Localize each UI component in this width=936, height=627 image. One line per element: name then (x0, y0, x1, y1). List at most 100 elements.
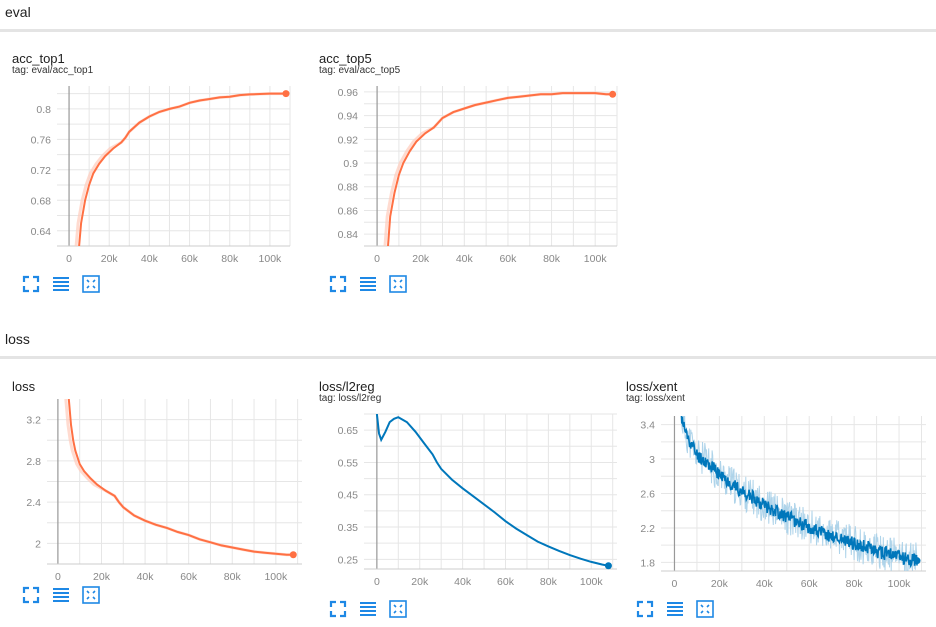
x-tick-label: 0 (374, 253, 380, 265)
line-chart[interactable]: 0 20k 40k 60k 80k 100k 2 2.4 2.8 3.2 (12, 379, 312, 589)
x-tick-label: 100k (259, 253, 283, 265)
line-chart[interactable]: 0 20k 40k 60k 80k 100k 1.8 2.2 2.6 3 3.4 (626, 379, 926, 604)
y-tick-label: 2.2 (640, 523, 655, 535)
x-tick-label: 20k (93, 571, 111, 583)
x-tick-label: 0 (672, 578, 678, 590)
fullscreen-icon[interactable] (329, 275, 347, 293)
list-icon[interactable] (52, 275, 70, 293)
list-icon[interactable] (359, 600, 377, 618)
y-tick-label: 0.25 (338, 554, 359, 566)
x-tick-label: 20k (711, 578, 729, 590)
smoothed-series-line (375, 414, 609, 567)
fit-domain-icon[interactable] (82, 275, 100, 293)
chart-toolbar (329, 275, 407, 293)
series-group (375, 414, 609, 567)
fullscreen-icon[interactable] (22, 586, 40, 604)
chart-card-loss-l2reg: loss/l2reg tag: loss/l2reg 0 20k 40k 60k 80k… (319, 379, 619, 624)
x-tick-label: 60k (499, 253, 517, 265)
fullscreen-icon[interactable] (636, 600, 654, 618)
chart-toolbar (22, 586, 100, 604)
x-tick-label: 0 (55, 571, 61, 583)
chart-toolbar (22, 275, 100, 293)
x-tick-label: 100k (580, 576, 604, 588)
fullscreen-icon[interactable] (329, 600, 347, 618)
x-tick-label: 20k (411, 576, 429, 588)
smoothed-series-line (78, 92, 286, 246)
last-point-marker (289, 551, 297, 559)
series-group (74, 92, 286, 246)
y-tick-label: 0.96 (338, 87, 359, 99)
line-chart[interactable]: 0 20k 40k 60k 80k 100k 0.64 0.68 0.72 0.76 0.8 (12, 51, 312, 276)
smoothed-series-line (67, 399, 294, 556)
y-tick-label: 3.4 (640, 420, 655, 432)
y-tick-label: 2.4 (26, 497, 41, 509)
chart-card-acc-top5: acc_top5 tag: eval/acc_top5 0 20k 40k 60k 80… (319, 51, 619, 301)
x-tick-label: 80k (221, 253, 239, 265)
smoothed-series-line (387, 92, 613, 246)
x-tick-label: 60k (181, 253, 199, 265)
x-tick-label: 60k (497, 576, 515, 588)
y-tick-label: 0.92 (338, 134, 359, 146)
last-point-marker (282, 90, 290, 98)
x-tick-label: 40k (756, 578, 774, 590)
chart-tag: tag: eval/acc_top1 (12, 65, 94, 76)
x-tick-label: 40k (454, 576, 472, 588)
x-tick-label: 100k (888, 578, 912, 590)
x-tick-label: 0 (66, 253, 72, 265)
chart-toolbar (329, 600, 407, 618)
y-tick-label: 0.45 (338, 490, 359, 502)
x-tick-label: 80k (846, 578, 864, 590)
y-tick-label: 0.86 (338, 205, 359, 217)
raw-series-line (680, 416, 918, 571)
chart-title: loss/l2reg (319, 379, 375, 394)
section-title: eval (5, 4, 31, 20)
x-tick-label: 40k (141, 253, 159, 265)
section-header-eval[interactable]: eval (0, 0, 936, 32)
chart-tag: tag: loss/l2reg (319, 393, 382, 404)
x-tick-label: 60k (180, 571, 198, 583)
series-group (680, 416, 918, 571)
series-group (383, 91, 613, 246)
last-point-marker (913, 557, 921, 565)
fit-domain-icon[interactable] (389, 275, 407, 293)
x-tick-label: 40k (456, 253, 474, 265)
line-chart[interactable]: 0 20k 40k 60k 80k 100k 0.25 0.35 0.45 0.55 0.65 (319, 379, 619, 604)
y-tick-label: 0.76 (31, 134, 52, 146)
chart-title: acc_top5 (319, 51, 372, 66)
chart-card-acc-top1: acc_top1 tag: eval/acc_top1 0 20k 40k 60k 80… (12, 51, 312, 301)
x-tick-label: 80k (224, 571, 242, 583)
chart-tag: tag: loss/xent (626, 393, 685, 404)
x-tick-label: 0 (374, 576, 380, 588)
series-group (64, 399, 294, 557)
line-chart[interactable]: 0 20k 40k 60k 80k 100k 0.84 0.86 0.88 0.9 0.92 0.94… (319, 51, 619, 276)
fit-domain-icon[interactable] (82, 586, 100, 604)
list-icon[interactable] (52, 586, 70, 604)
chart-title: loss/xent (626, 379, 678, 394)
section-header-loss[interactable]: loss (0, 327, 936, 359)
y-tick-label: 3.2 (26, 415, 41, 427)
chart-title: acc_top1 (12, 51, 65, 66)
list-icon[interactable] (359, 275, 377, 293)
y-tick-label: 0.8 (36, 104, 51, 116)
x-tick-label: 80k (543, 253, 561, 265)
chart-tag: tag: eval/acc_top5 (319, 65, 401, 76)
fit-domain-icon[interactable] (389, 600, 407, 618)
y-tick-label: 0.9 (343, 158, 358, 170)
y-tick-label: 0.64 (31, 226, 52, 238)
y-tick-label: 3 (649, 454, 655, 466)
x-tick-label: 40k (137, 571, 155, 583)
list-icon[interactable] (666, 600, 684, 618)
y-tick-label: 0.94 (338, 111, 359, 123)
smoothed-series-line (680, 416, 918, 569)
y-tick-label: 2.8 (26, 456, 41, 468)
last-point-marker (604, 562, 612, 570)
x-tick-label: 100k (264, 571, 288, 583)
fullscreen-icon[interactable] (22, 275, 40, 293)
y-tick-label: 1.8 (640, 557, 655, 569)
fit-domain-icon[interactable] (696, 600, 714, 618)
chart-title: loss (12, 379, 36, 394)
x-tick-label: 20k (412, 253, 430, 265)
y-tick-label: 0.72 (31, 165, 52, 177)
chart-card-loss: loss 0 20k 40k 60k 80k 100k 2 2.4 2.8 3.2 (12, 379, 312, 619)
raw-series-line (64, 399, 294, 557)
